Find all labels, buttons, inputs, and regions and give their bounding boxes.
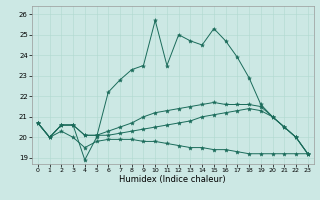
X-axis label: Humidex (Indice chaleur): Humidex (Indice chaleur) bbox=[119, 175, 226, 184]
